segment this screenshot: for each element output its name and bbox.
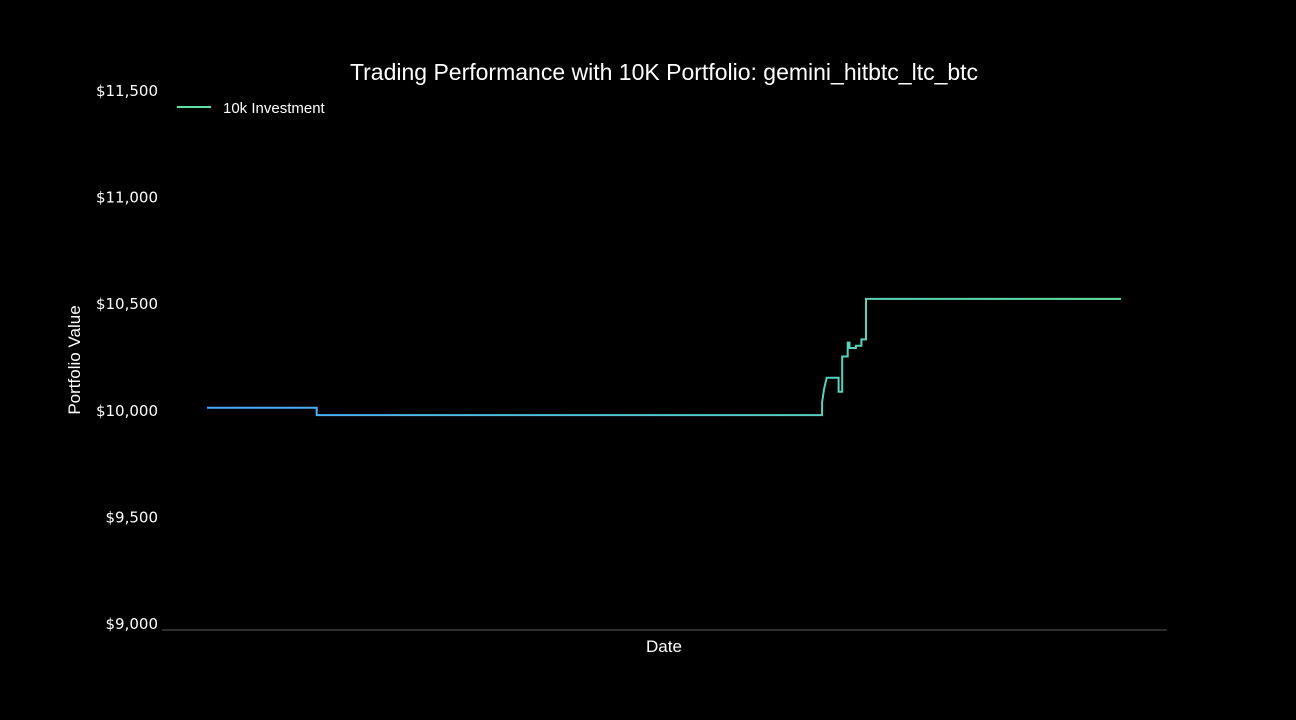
- y-tick-label: $10,000: [96, 402, 158, 420]
- legend: 10k Investment: [177, 100, 326, 117]
- x-axis-label: Date: [646, 637, 682, 656]
- chart-title: Trading Performance with 10K Portfolio: …: [350, 59, 978, 85]
- y-axis-ticks: $9,000 $9,500 $10,000 $10,500 $11,000 $11,500: [96, 82, 158, 633]
- y-tick-label: $11,000: [96, 189, 158, 207]
- y-tick-label: $11,500: [96, 82, 158, 100]
- series-line-10k-investment: [207, 297, 1121, 417]
- legend-label: 10k Investment: [223, 100, 326, 117]
- y-axis-label: Portfolio Value: [65, 305, 84, 414]
- series-group: [207, 297, 1121, 417]
- y-tick-label: $9,000: [106, 615, 159, 633]
- y-tick-label: $9,500: [106, 508, 159, 526]
- y-tick-label: $10,500: [96, 295, 158, 313]
